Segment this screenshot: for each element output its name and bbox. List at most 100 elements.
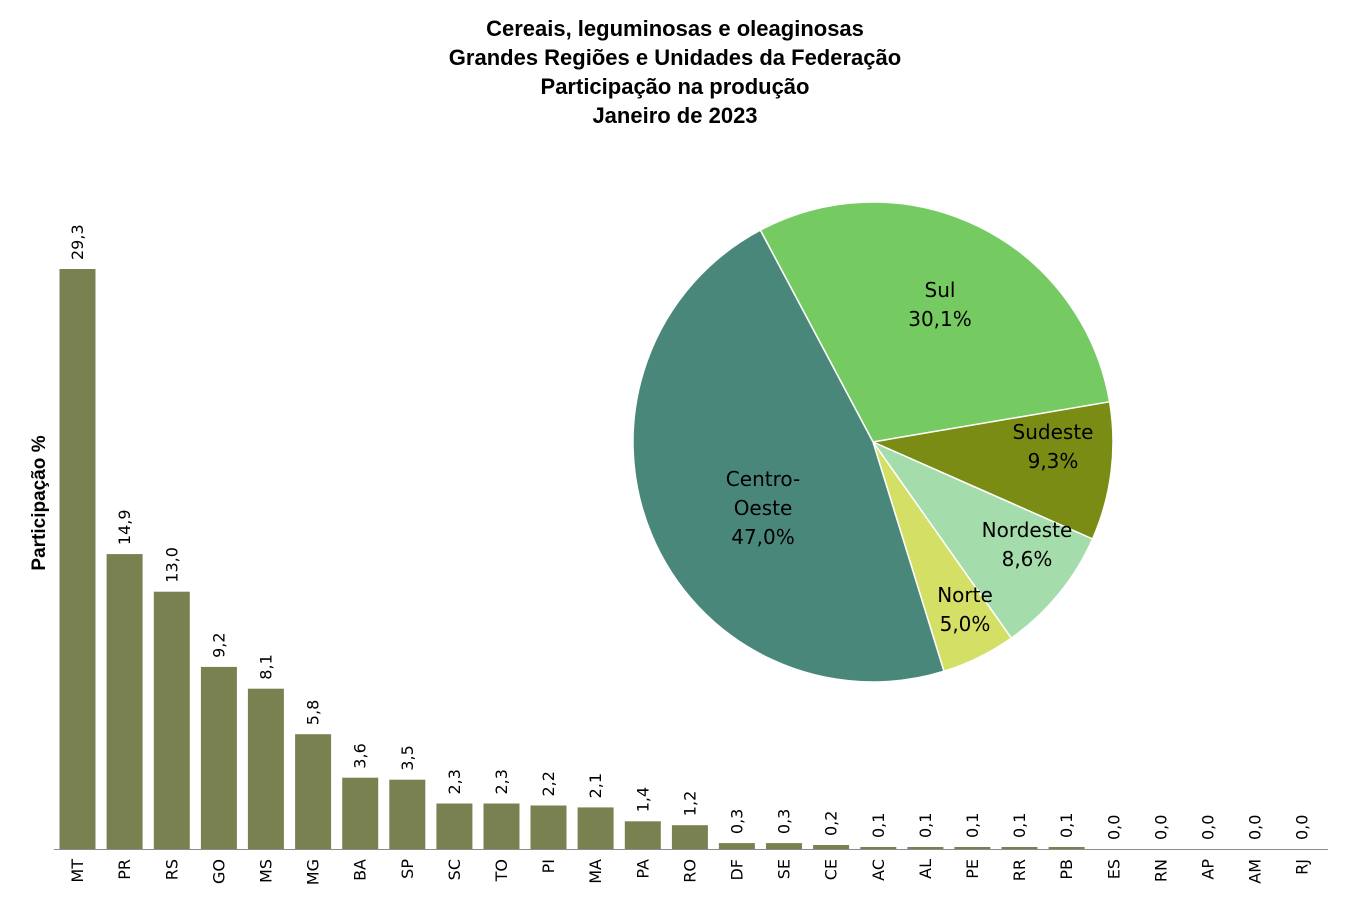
bar-to	[483, 803, 520, 849]
data-label-ap: 0,0	[1199, 815, 1218, 840]
x-tick-to: TO	[492, 859, 511, 882]
x-tick-ap: AP	[1199, 859, 1218, 880]
data-label-ce: 0,2	[822, 811, 841, 836]
bar-rs	[153, 591, 190, 849]
x-tick-pi: PI	[539, 859, 558, 873]
pie-label-sul: Sul 30,1%	[908, 278, 972, 331]
data-label-es: 0,0	[1104, 815, 1123, 840]
pie-label-centro-oeste-line-3: 47,0%	[731, 525, 795, 549]
x-tick-rr: RR	[1010, 859, 1029, 881]
bar-ac	[860, 847, 897, 849]
x-tick-df: DF	[727, 859, 746, 881]
data-label-pb: 0,1	[1057, 813, 1076, 838]
bar-go	[200, 666, 237, 849]
title-line-2: Grandes Regiões e Unidades da Federação	[448, 45, 902, 70]
bar-df	[718, 843, 755, 849]
data-label-pi: 2,2	[539, 771, 558, 796]
pie-label-centro-oeste-line-2: Oeste	[734, 496, 793, 520]
data-label-rn: 0,0	[1151, 815, 1170, 840]
data-label-am: 0,0	[1246, 815, 1265, 840]
x-tick-am: AM	[1246, 859, 1265, 884]
data-label-to: 2,3	[492, 769, 511, 794]
x-tick-ba: BA	[351, 859, 370, 881]
x-tick-ro: RO	[680, 859, 699, 883]
pie-slice-sudeste	[870, 400, 1114, 540]
data-label-df: 0,3	[727, 809, 746, 834]
title-line-3: Participação na produção	[540, 74, 810, 99]
x-tick-ac: AC	[869, 859, 888, 881]
pie-label-sul-line-2: 30,1%	[908, 307, 972, 331]
x-tick-rj: RJ	[1293, 859, 1312, 875]
x-tick-pr: PR	[115, 859, 134, 880]
pie-label-nordeste-line-2: 8,6%	[1002, 547, 1053, 571]
x-tick-pa: PA	[633, 859, 652, 879]
data-label-ba: 3,6	[351, 743, 370, 768]
x-tick-ce: CE	[822, 859, 841, 880]
bar-sc	[436, 803, 473, 849]
pie-label-sudeste-line-2: 9,3%	[1028, 449, 1079, 473]
bar-rr	[1001, 847, 1038, 849]
x-tick-sp: SP	[398, 859, 417, 879]
pie-label-sudeste: Sudeste 9,3%	[1013, 420, 1094, 473]
pie-label-centro-oeste: Centro- Oeste 47,0%	[726, 467, 800, 549]
x-tick-sc: SC	[445, 859, 464, 880]
title-line-1: Cereais, leguminosas e oleaginosas	[486, 16, 864, 41]
x-tick-mg: MG	[304, 859, 323, 885]
x-tick-rs: RS	[162, 859, 181, 880]
chart-title: Cereais, leguminosas e oleaginosas Grand…	[0, 14, 1350, 130]
bar-ro	[671, 825, 708, 849]
data-label-se: 0,3	[775, 809, 794, 834]
bar-pr	[106, 554, 143, 849]
x-tick-es: ES	[1104, 859, 1123, 879]
x-tick-ms: MS	[256, 859, 275, 883]
bar-sp	[389, 779, 426, 849]
bar-mg	[295, 734, 332, 849]
pie-slice-sul	[759, 201, 1111, 443]
pie-label-centro-oeste-line-1: Centro-	[726, 467, 800, 491]
bar-pi	[530, 805, 567, 849]
data-label-al: 0,1	[916, 813, 935, 838]
x-tick-al: AL	[916, 859, 935, 879]
data-label-go: 9,2	[209, 632, 228, 657]
bar-pb	[1048, 847, 1085, 849]
data-label-pr: 14,9	[115, 509, 134, 545]
bar-mt	[59, 269, 96, 849]
data-label-ac: 0,1	[869, 813, 888, 838]
pie-label-sul-line-1: Sul	[925, 278, 956, 302]
bar-pa	[624, 821, 661, 849]
data-label-rs: 13,0	[162, 547, 181, 583]
data-label-pa: 1,4	[633, 787, 652, 812]
bar-al	[907, 847, 944, 849]
x-tick-ma: MA	[586, 859, 605, 884]
pie-label-nordeste-line-1: Nordeste	[982, 518, 1073, 542]
data-label-rj: 0,0	[1293, 815, 1312, 840]
pie-slice-nordeste	[870, 440, 1094, 640]
title-line-4: Janeiro de 2023	[592, 103, 758, 128]
data-label-mt: 29,3	[68, 224, 87, 260]
data-label-ma: 2,1	[586, 773, 605, 798]
pie-label-norte-line-2: 5,0%	[940, 612, 991, 636]
x-tick-mt: MT	[68, 859, 87, 883]
x-tick-pe: PE	[963, 859, 982, 879]
data-label-ro: 1,2	[680, 791, 699, 816]
pie-label-norte: Norte 5,0%	[937, 583, 993, 636]
bar-ma	[577, 807, 614, 849]
x-tick-go: GO	[209, 859, 228, 884]
pie-slice-centro-oeste	[632, 229, 945, 683]
pie-label-sudeste-line-1: Sudeste	[1013, 420, 1094, 444]
x-tick-pb: PB	[1057, 859, 1076, 880]
data-label-sp: 3,5	[398, 745, 417, 770]
bar-se	[766, 843, 802, 849]
pie-label-norte-line-1: Norte	[937, 583, 993, 607]
bar-ba	[342, 777, 379, 849]
data-label-ms: 8,1	[256, 654, 275, 679]
data-label-sc: 2,3	[445, 769, 464, 794]
bar-pe	[954, 847, 991, 849]
x-tick-se: SE	[775, 859, 794, 879]
data-label-mg: 5,8	[304, 700, 323, 725]
data-label-rr: 0,1	[1010, 813, 1029, 838]
pie-label-nordeste: Nordeste 8,6%	[982, 518, 1073, 571]
bar-ms	[247, 688, 284, 849]
